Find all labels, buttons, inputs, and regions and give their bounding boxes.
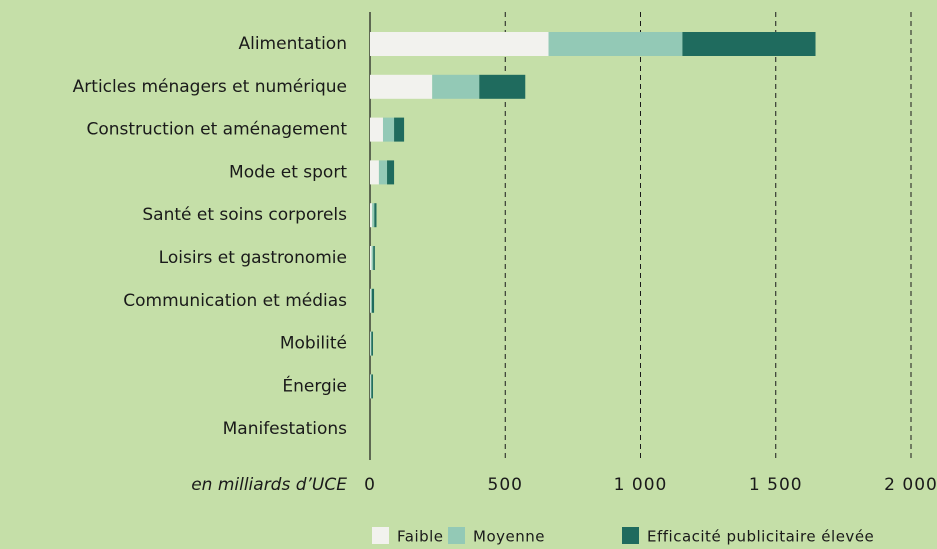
x-tick-label: 1 000: [614, 475, 668, 495]
category-label: Alimentation: [238, 34, 347, 54]
x-tick-label: 1 500: [749, 475, 803, 495]
category-label: Mode et sport: [229, 162, 347, 182]
category-label: Communication et médias: [123, 291, 347, 311]
bar-segment: [374, 203, 377, 228]
bar-segment: [371, 331, 373, 356]
bar-segment: [370, 32, 549, 56]
bar-segment: [370, 117, 383, 142]
bar-segment: [370, 374, 372, 399]
x-tick-label: 0: [364, 475, 376, 495]
bar-segment: [394, 117, 405, 142]
bar-segment: [378, 160, 388, 185]
bar-segment: [370, 160, 379, 185]
bar-segment: [371, 374, 373, 399]
x-tick-label: 2 000: [884, 475, 937, 495]
category-label: Loisirs et gastronomie: [159, 248, 347, 268]
bar-segment: [370, 288, 371, 313]
bar-segment: [387, 160, 395, 185]
x-tick-label: 500: [488, 475, 523, 495]
bar-segment: [370, 331, 372, 356]
bar-segment: [370, 203, 373, 228]
category-label: Santé et soins corporels: [142, 205, 347, 225]
bar-segment: [370, 74, 433, 99]
bar-segment: [372, 203, 375, 228]
bar-segment: [370, 246, 372, 270]
x-axis-title: en milliards d’UCE: [191, 475, 347, 495]
category-label: Mobilité: [280, 334, 347, 354]
legend-label: Efficacité publicitaire élevée: [647, 528, 874, 546]
bar-segment: [479, 74, 526, 99]
legend-label: Faible: [397, 528, 444, 546]
category-label: Articles ménagers et numérique: [73, 77, 347, 97]
legend-label: Moyenne: [473, 528, 545, 546]
bar-segment: [371, 246, 374, 270]
legend-swatch: [448, 527, 465, 544]
bar-segment: [548, 32, 683, 56]
category-label: Manifestations: [223, 419, 348, 439]
bar-segment: [432, 74, 480, 99]
bar-segment: [370, 374, 371, 399]
category-label: Construction et aménagement: [86, 120, 347, 140]
category-label: Énergie: [282, 374, 347, 396]
bar-segment: [373, 246, 375, 270]
legend-swatch: [372, 527, 389, 544]
bar-segment: [682, 32, 816, 56]
bar-segment: [370, 288, 372, 313]
bar-segment: [371, 288, 375, 313]
bar-segment: [370, 331, 371, 356]
legend-swatch: [622, 527, 639, 544]
bar-segment: [382, 117, 395, 142]
